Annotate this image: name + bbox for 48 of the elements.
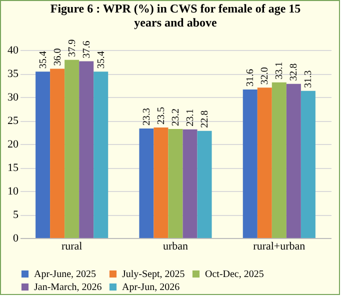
bar <box>286 84 301 238</box>
y-tick-label: 20 <box>8 138 19 150</box>
y-tick-label: 35 <box>8 68 19 80</box>
legend-label: Apr-June, 2025 <box>34 269 96 280</box>
data-label: 35.4 <box>38 51 49 69</box>
data-label: 31.6 <box>245 68 256 86</box>
chart-title: Figure 6 : WPR (%) in CWS for female of age 15 years and above <box>50 1 301 30</box>
data-label: 23.5 <box>156 107 167 125</box>
bar <box>257 88 272 238</box>
y-tick-label: 30 <box>8 92 19 104</box>
y-tick-label: 0 <box>13 232 19 244</box>
bar <box>197 130 212 238</box>
data-label: 23.3 <box>141 108 152 126</box>
x-tick-label: rural <box>61 240 82 252</box>
x-tick-label: urban <box>162 240 189 252</box>
data-label: 37.6 <box>81 40 92 58</box>
legend-label: Oct-Dec, 2025 <box>205 269 264 280</box>
bar <box>242 89 258 238</box>
y-tick-label: 25 <box>8 115 19 127</box>
y-tick-label: 5 <box>13 209 19 221</box>
data-label: 36.0 <box>52 48 64 66</box>
bar <box>36 72 50 238</box>
bar <box>139 128 154 238</box>
bar <box>154 128 168 238</box>
data-label: 32.0 <box>260 67 271 85</box>
data-label: 35.4 <box>96 51 107 69</box>
data-label: 23.2 <box>170 108 182 126</box>
x-tick-label: rural+urban <box>253 240 306 252</box>
data-label: 31.3 <box>303 70 314 88</box>
bar <box>79 61 94 238</box>
legend-label: July-Sept, 2025 <box>122 269 185 280</box>
data-label: 37.9 <box>66 39 78 57</box>
y-tick-label: 15 <box>8 162 19 174</box>
y-tick-label: 40 <box>8 44 19 56</box>
data-label: 22.8 <box>200 110 211 128</box>
bar <box>168 128 183 238</box>
bar <box>300 90 316 238</box>
legend-label: Jan-March, 2026 <box>34 282 102 293</box>
bar <box>50 68 65 238</box>
bar <box>272 82 286 238</box>
bar <box>182 129 198 238</box>
bar <box>64 60 80 238</box>
bar <box>94 72 108 238</box>
legend-label: Apr-Jun, 2026 <box>122 282 180 293</box>
data-label: 32.8 <box>288 63 300 81</box>
y-tick-label: 10 <box>8 186 19 198</box>
data-label: 33.1 <box>274 62 286 80</box>
data-label: 23.1 <box>185 108 196 126</box>
